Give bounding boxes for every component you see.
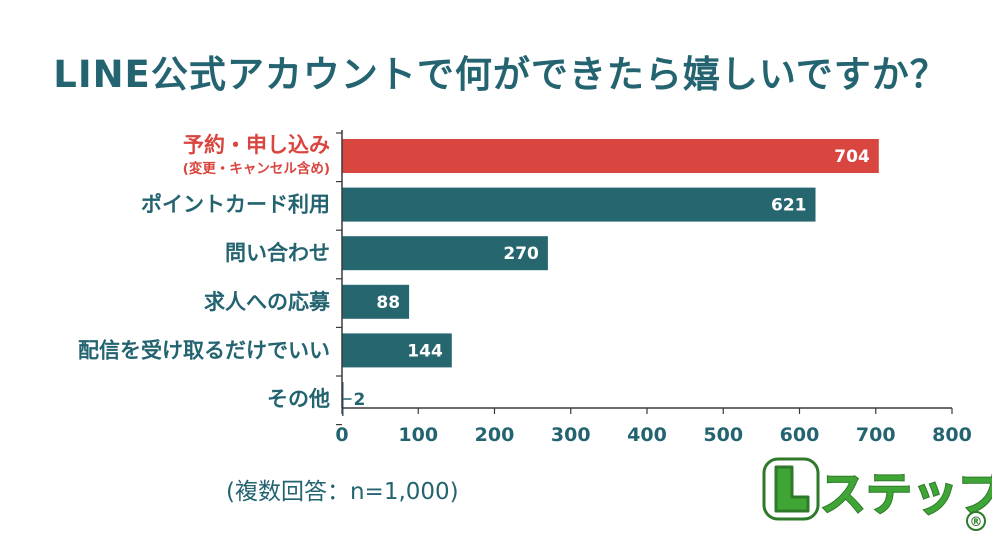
x-tick-label-7: 700 (856, 424, 896, 446)
category-label-3: 求人への応募 (204, 290, 331, 314)
bar-4 (342, 333, 452, 368)
bar-2 (342, 236, 548, 271)
category-label-2: 問い合わせ (225, 241, 330, 265)
x-tick-label-1: 100 (398, 424, 438, 446)
x-tick-label-4: 400 (627, 424, 667, 446)
bar-5 (342, 382, 344, 416)
registered-mark: ® (970, 515, 983, 530)
category-sublabel-0: (変更・キャンセル含め) (183, 160, 330, 177)
bar-3 (342, 284, 410, 319)
value-label-4: 144 (407, 341, 443, 361)
x-tick-label-5: 500 (703, 424, 743, 446)
x-tick-label-8: 800 (932, 424, 972, 446)
value-label-0: 704 (834, 147, 870, 167)
x-tick-label-2: 200 (475, 424, 515, 446)
value-label-5: 2 (354, 390, 366, 410)
value-label-2: 270 (503, 244, 539, 264)
chart-title: LINE公式アカウントで何ができたら嬉しいですか？ (53, 53, 948, 96)
x-tick-label-3: 300 (551, 424, 591, 446)
x-tick-label-0: 0 (335, 424, 348, 446)
svg-text:ステップ: ステップ (820, 467, 992, 521)
lstep-logo: ステップ ® (762, 457, 992, 531)
value-label-1: 621 (771, 196, 807, 216)
bar-0 (342, 139, 879, 173)
category-label-4: 配信を受け取るだけでいい (78, 338, 330, 362)
value-label-3: 88 (376, 293, 400, 313)
category-label-1: ポイントカード利用 (141, 193, 330, 217)
sample-note: (複数回答：n=1,000) (226, 479, 459, 505)
bar-1 (342, 187, 816, 222)
x-tick-label-6: 600 (780, 424, 820, 446)
category-label-5: その他 (267, 387, 330, 411)
category-label-0: 予約・申し込み (183, 133, 330, 157)
